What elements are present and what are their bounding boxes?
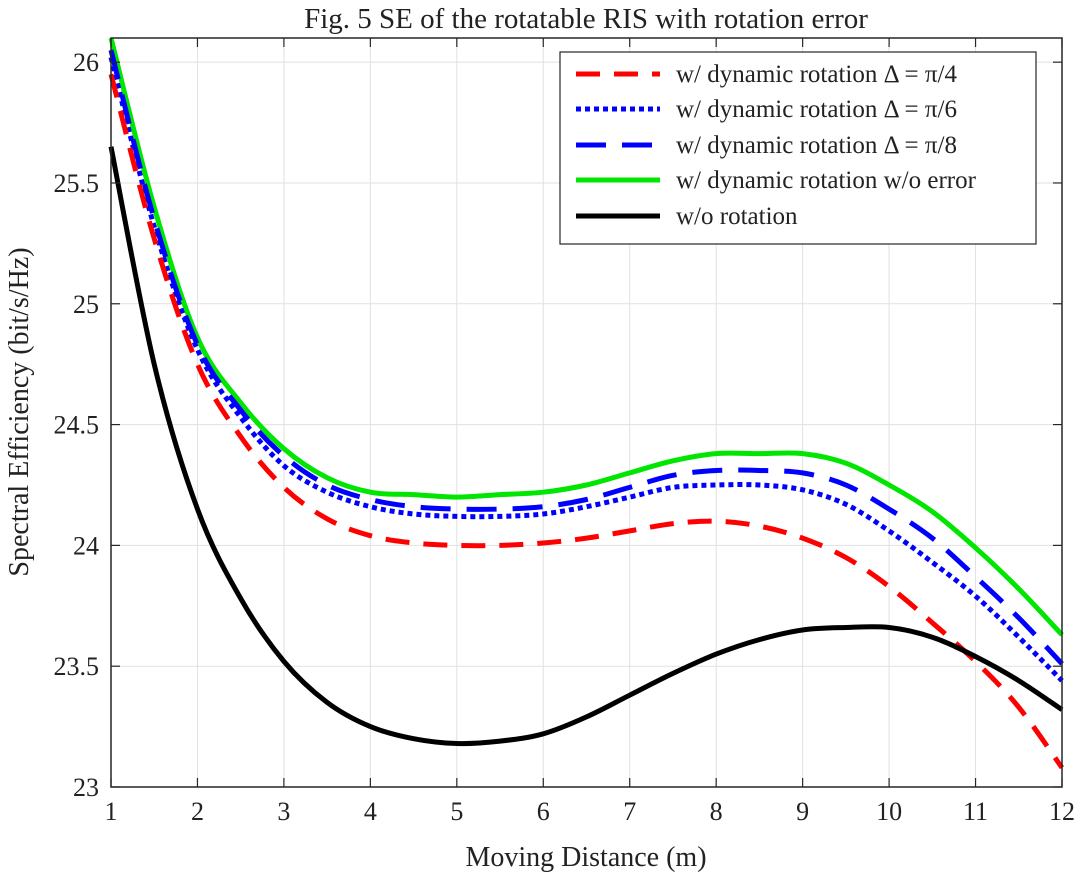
- y-tick-label: 25: [73, 290, 99, 319]
- y-tick-label: 26: [73, 48, 99, 77]
- y-tick-label: 24.5: [54, 411, 100, 440]
- x-tick-label: 8: [710, 797, 723, 826]
- y-axis-label: Spectral Efficiency (bit/s/Hz): [4, 247, 35, 576]
- legend-box: [559, 51, 1037, 245]
- legend-label: w/ dynamic rotation Δ = π/8: [676, 132, 957, 159]
- x-tick-label: 7: [623, 797, 636, 826]
- x-tick-label: 3: [277, 797, 290, 826]
- x-tick-label: 4: [364, 797, 377, 826]
- x-tick-label: 10: [876, 797, 902, 826]
- x-tick-label: 12: [1049, 797, 1075, 826]
- legend-label: w/o rotation: [676, 203, 798, 230]
- legend-label: w/ dynamic rotation Δ = π/6: [676, 96, 957, 123]
- x-tick-label: 6: [537, 797, 550, 826]
- x-tick-label: 11: [963, 797, 988, 826]
- series-line-2: [108, 56, 1064, 683]
- x-tick-label: 9: [796, 797, 809, 826]
- y-tick-label: 24: [73, 531, 99, 560]
- x-tick-label: 1: [105, 797, 118, 826]
- series-layer: [108, 37, 1065, 770]
- y-tick-label: 23: [73, 773, 99, 802]
- y-tick-label: 25.5: [54, 169, 100, 198]
- legend-label: w/ dynamic rotation Δ = π/4: [676, 61, 957, 88]
- chart-title: Fig. 5 SE of the rotatable RIS with rota…: [304, 3, 868, 35]
- series-line-5: [108, 146, 1064, 747]
- x-tick-label: 5: [450, 797, 463, 826]
- series-line-1: [108, 73, 1065, 770]
- x-tick-label: 2: [191, 797, 204, 826]
- y-tick-label: 23.5: [54, 652, 100, 681]
- legend: w/ dynamic rotation Δ = π/4 w/ dynamic ro…: [559, 51, 1037, 245]
- plot-frame: [110, 37, 1063, 788]
- x-axis-label: Moving Distance (m): [465, 842, 706, 873]
- series-line-4: [108, 37, 1064, 637]
- series-line-3: [108, 49, 1064, 666]
- legend-label: w/ dynamic rotation w/o error: [676, 167, 977, 194]
